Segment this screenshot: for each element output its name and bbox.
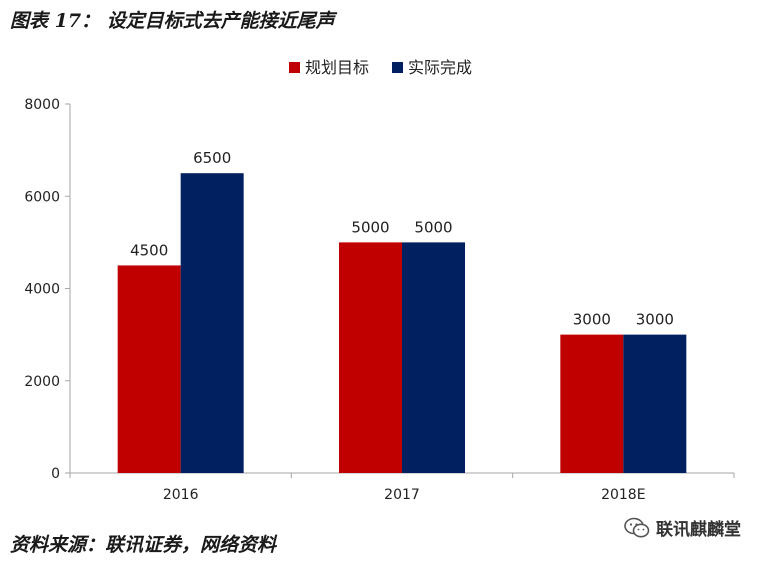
legend-label: 实际完成 bbox=[408, 58, 472, 77]
watermark-text: 联讯麒麟堂 bbox=[656, 520, 741, 540]
data-labels: 4500 6500 5000 5000 3000 3000 bbox=[130, 149, 674, 328]
bar-target bbox=[560, 334, 624, 473]
figure-title: 图表 17： 设定目标式去产能接近尾声 bbox=[10, 10, 335, 32]
y-tick-label: 0 bbox=[51, 466, 60, 482]
bar-group bbox=[117, 173, 687, 473]
y-tick-label: 4000 bbox=[24, 282, 60, 298]
x-tick-label: 2017 bbox=[384, 487, 420, 503]
data-label: 5000 bbox=[414, 218, 452, 236]
data-label: 3000 bbox=[573, 311, 611, 329]
bar-actual bbox=[180, 173, 244, 473]
x-tick-label: 2018E bbox=[601, 487, 645, 503]
bar-target bbox=[117, 265, 181, 473]
y-axis: 0 2000 4000 6000 8000 bbox=[24, 97, 71, 482]
bar-chart: 规划目标 实际完成 0 2000 4000 6000 8000 2016 2017 2018E… bbox=[24, 58, 735, 503]
data-label: 3000 bbox=[636, 311, 674, 329]
data-label: 6500 bbox=[193, 149, 231, 167]
y-tick-label: 8000 bbox=[24, 97, 60, 113]
bar-target bbox=[339, 242, 402, 473]
bar-actual bbox=[402, 242, 465, 473]
x-axis: 2016 2017 2018E bbox=[69, 472, 735, 503]
bar-actual bbox=[623, 334, 687, 473]
legend-swatch bbox=[289, 62, 300, 73]
data-label: 5000 bbox=[351, 218, 389, 236]
x-tick-label: 2016 bbox=[163, 487, 199, 503]
source-note: 资料来源：联讯证券，网络资料 bbox=[10, 534, 277, 556]
chart-legend: 规划目标 实际完成 bbox=[289, 58, 472, 77]
wechat-icon bbox=[624, 517, 650, 537]
y-tick-label: 2000 bbox=[24, 374, 60, 390]
legend-label: 规划目标 bbox=[305, 58, 369, 77]
watermark: 联讯麒麟堂 bbox=[624, 515, 741, 540]
y-tick-label: 6000 bbox=[24, 189, 60, 205]
data-label: 4500 bbox=[130, 241, 168, 259]
legend-swatch bbox=[392, 62, 403, 73]
